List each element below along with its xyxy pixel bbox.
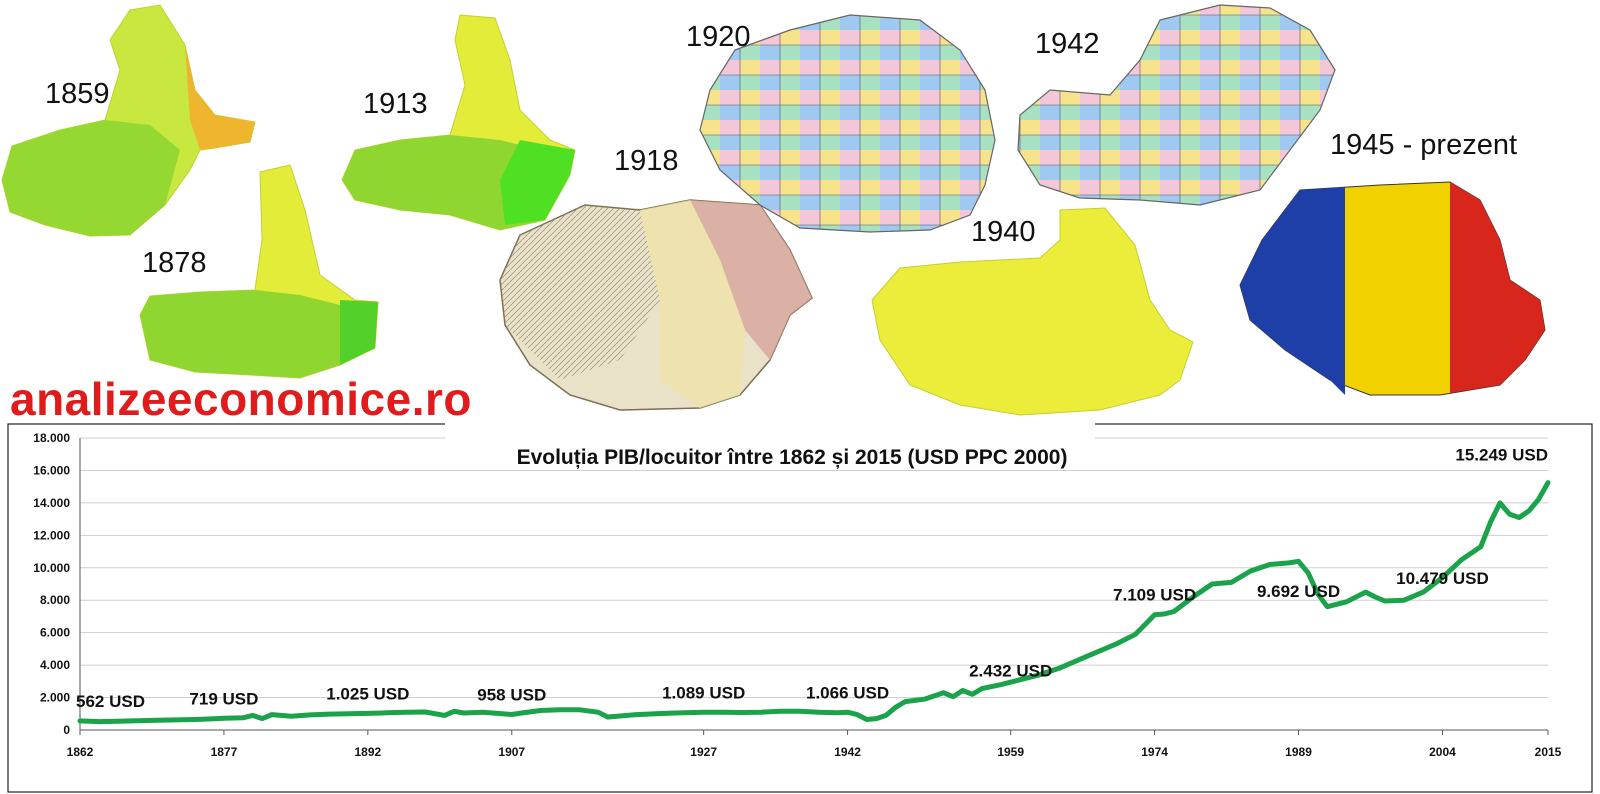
data-label: 15.249 USD <box>1455 446 1548 465</box>
x-tick-label: 2015 <box>1535 745 1562 759</box>
data-label: 2.432 USD <box>969 662 1052 681</box>
title-backdrop <box>445 422 1095 450</box>
chart-title: Evoluția PIB/locuitor între 1862 și 2015… <box>517 446 1068 469</box>
data-label: 7.109 USD <box>1113 586 1196 605</box>
x-axis-ticks: 1862 1877 1892 1907 1927 1942 1959 1974 1989 2004… <box>67 730 1562 759</box>
map-1913 <box>341 14 576 231</box>
y-tick-label: 14.000 <box>33 496 70 510</box>
gdp-chart: 0 2.000 4.000 6.000 8.000 10.000 12.000 14.000 1… <box>0 422 1600 794</box>
y-tick-label: 18.000 <box>33 431 70 445</box>
x-tick-label: 1862 <box>67 745 94 759</box>
map-1918 <box>499 199 813 411</box>
data-label: 958 USD <box>477 685 546 704</box>
x-tick-label: 1942 <box>834 745 861 759</box>
y-tick-label: 4.000 <box>40 658 70 672</box>
map-year-label: 1859 <box>45 78 110 110</box>
data-label: 10.479 USD <box>1396 569 1489 588</box>
map-1940 <box>871 207 1194 416</box>
x-tick-label: 1892 <box>354 745 381 759</box>
map-year-label: 1918 <box>614 145 679 177</box>
map-1878 <box>139 164 379 379</box>
x-tick-label: 1974 <box>1141 745 1168 759</box>
y-tick-label: 2.000 <box>40 691 70 705</box>
data-label: 9.692 USD <box>1257 582 1340 601</box>
data-labels: 562 USD 719 USD 1.025 USD 958 USD 1.089 USD 1… <box>76 446 1548 711</box>
data-label: 1.025 USD <box>326 684 409 703</box>
y-tick-label: 10.000 <box>33 561 70 575</box>
data-label: 562 USD <box>76 692 145 711</box>
map-year-label: 1942 <box>1035 28 1100 60</box>
map-year-label: 1878 <box>142 247 207 279</box>
chart-frame <box>7 423 1593 793</box>
x-tick-label: 1989 <box>1285 745 1312 759</box>
data-label: 1.066 USD <box>806 684 889 703</box>
data-label: 1.089 USD <box>662 683 745 702</box>
map-year-label: 1945 - prezent <box>1330 129 1517 161</box>
x-tick-label: 2004 <box>1429 745 1456 759</box>
chart-gridlines <box>79 437 1548 731</box>
x-tick-label: 1959 <box>997 745 1024 759</box>
map-1859 <box>1 4 256 237</box>
x-tick-label: 1927 <box>690 745 717 759</box>
y-tick-label: 6.000 <box>40 626 70 640</box>
y-tick-label: 16.000 <box>33 463 70 477</box>
brand-watermark: analizeeconomice.ro <box>10 373 472 425</box>
map-1942 <box>1017 4 1336 206</box>
map-year-label: 1920 <box>686 21 751 53</box>
map-1920 <box>699 14 996 233</box>
historical-maps-strip: 1859 1878 1913 1918 1920 1940 1942 1 <box>1 4 1546 416</box>
map-year-label: 1913 <box>363 88 428 120</box>
map-year-label: 1940 <box>971 216 1036 248</box>
y-tick-label: 8.000 <box>40 593 70 607</box>
gdp-series-line <box>77 480 1551 725</box>
gdp-chart-svg: 0 2.000 4.000 6.000 8.000 10.000 12.000 14.000 1… <box>7 422 1593 793</box>
y-tick-label: 0 <box>63 723 70 737</box>
x-tick-label: 1877 <box>211 745 238 759</box>
data-label: 719 USD <box>189 689 258 708</box>
y-axis-ticks: 0 2.000 4.000 6.000 8.000 10.000 12.000 14.000 1… <box>33 431 70 737</box>
y-tick-label: 12.000 <box>33 528 70 542</box>
map-1945-present <box>1239 181 1546 396</box>
x-tick-label: 1907 <box>498 745 525 759</box>
